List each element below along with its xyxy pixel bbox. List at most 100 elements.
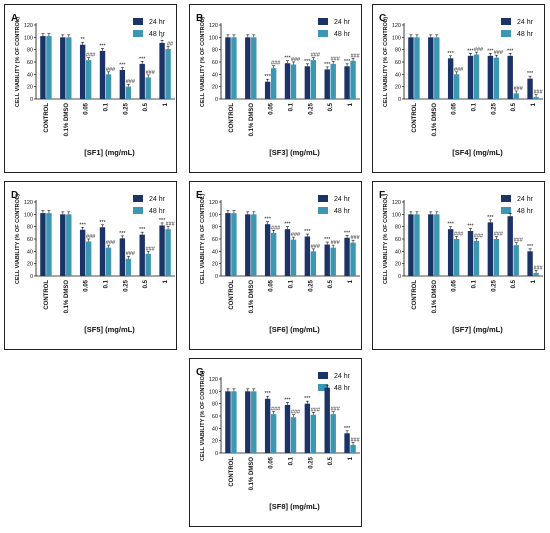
significance-48hr: ### [331,240,341,246]
x-category-label: 0.5 [143,279,149,288]
y-tick-label: 40 [212,249,218,255]
bar-48hr [231,213,237,276]
y-axis-label: CELL VIABILITY (% OF CONTROL) [200,17,206,107]
x-category-label: 0.1 [289,102,295,111]
bar-24hr [344,66,350,99]
significance-24hr: *** [79,222,86,228]
bar-48hr [330,414,336,453]
x-category-label: 0.05 [452,279,458,291]
y-tick-label: 100 [209,35,218,41]
significance-48hr: ### [106,67,116,73]
significance-48hr: ### [350,235,360,241]
significance-24hr: *** [139,227,146,233]
y-tick-label: 60 [395,60,401,66]
significance-24hr: *** [264,391,271,397]
bar-48hr [434,37,440,99]
significance-24hr: *** [139,56,146,62]
bar-24hr [139,63,145,99]
chart-panel-g: G 0 20 40 60 80 100 120 CELL VIABILITY (% OF CON… [189,358,362,527]
y-tick-label: 20 [395,85,401,91]
bar-24hr [304,403,311,453]
x-category-label: 1 [163,102,169,106]
legend-swatch [133,195,143,202]
bar-48hr [66,37,72,99]
y-tick-label: 40 [212,72,218,78]
x-category-label: 0.25 [491,102,497,114]
legend-label: 48 hr [334,208,351,215]
significance-48hr: ## [167,42,174,48]
x-category-label: 0.05 [452,102,458,114]
panel-letter: E [196,190,203,201]
bar-24hr [324,244,330,276]
panel-letter: A [11,13,18,24]
bar-48hr [270,232,277,276]
x-category-label: 0.1 [289,279,295,288]
bar-24hr [40,213,46,276]
legend-label: 24 hr [334,373,351,380]
x-category-label: 0.05 [84,279,90,291]
x-category-label: CONTROL [229,103,235,133]
y-tick-label: 20 [27,85,33,91]
y-tick-label: 80 [212,48,218,54]
significance-24hr: *** [507,48,514,54]
y-tick-label: 0 [215,274,218,280]
y-tick-label: 100 [24,35,33,41]
legend-swatch [133,18,143,25]
y-tick-label: 40 [212,426,218,432]
x-category-label: CONTROL [412,280,418,310]
y-tick-label: 40 [27,249,33,255]
significance-48hr: ### [311,53,321,59]
x-category-label: 0.05 [269,102,275,114]
bar-48hr [251,214,257,276]
y-tick-label: 80 [395,225,401,231]
significance-48hr: ### [533,265,543,271]
panel-letter: B [196,13,203,24]
bar-24hr [99,50,106,99]
y-axis-label: CELL VIABILITY (% OF CONTROL) [383,17,389,107]
panel-letter: D [11,190,18,201]
bar-24hr [344,237,350,276]
chart-panel-c: C 0 20 40 60 80 100 120 CELL VIABILITY (% OF CON… [372,4,545,173]
y-tick-label: 60 [212,60,218,66]
legend-swatch [501,195,511,202]
bar-24hr [245,391,251,453]
significance-48hr: ### [271,407,281,413]
bar-24hr [245,214,251,276]
bar-48hr [533,272,539,276]
y-tick-label: 40 [395,72,401,78]
legend-swatch [318,384,328,391]
bar-24hr [284,229,291,276]
significance-24hr: *** [527,71,534,77]
y-axis-label: CELL VIABILITY (% OF CONTROL) [200,371,206,461]
significance-48hr: ### [86,234,96,240]
significance-24hr: *** [284,56,291,62]
bar-48hr [473,54,480,99]
bar-48hr [251,391,257,453]
significance-48hr: ### [311,244,321,250]
y-tick-label: 0 [398,274,401,280]
bar-48hr [493,57,500,99]
significance-48hr: ### [165,222,175,228]
bar-48hr [46,213,52,276]
chart-panel-a: A 0 20 40 60 80 100 120 CELL VIABILITY (% OF CON… [4,4,177,173]
x-category-label: 0.1 [472,279,478,288]
significance-24hr: *** [284,222,291,228]
bar-48hr [330,63,336,99]
legend-label: 48 hr [149,31,166,38]
significance-48hr: ### [291,232,301,238]
y-axis-label: CELL VIABILITY (% OF CONTROL) [15,194,21,284]
y-tick-label: 0 [30,97,33,103]
legend-label: 48 hr [334,31,351,38]
y-tick-label: 0 [30,274,33,280]
bar-48hr [350,242,356,276]
significance-48hr: ### [126,79,136,85]
bar-24hr [447,229,454,276]
x-category-label: 0.05 [269,456,275,468]
legend-label: 24 hr [334,196,351,203]
y-tick-label: 0 [215,97,218,103]
bar-48hr [414,37,420,99]
legend-swatch [501,207,511,214]
significance-24hr: *** [159,218,166,224]
